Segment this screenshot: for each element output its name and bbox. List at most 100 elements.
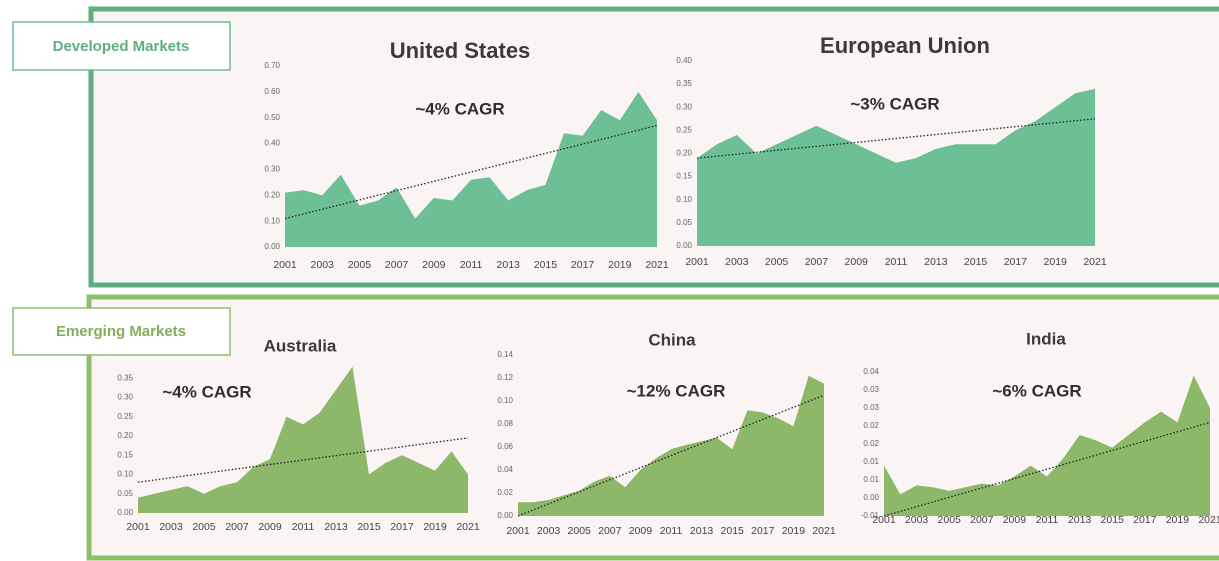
x-tick-label: 2021 bbox=[1083, 256, 1107, 268]
x-tick-label: 2015 bbox=[357, 521, 381, 533]
y-tick-label: 0.15 bbox=[676, 172, 692, 181]
area bbox=[518, 375, 824, 516]
x-tick-label: 2009 bbox=[258, 521, 282, 533]
y-tick-label: 0.10 bbox=[264, 216, 280, 225]
y-tick-label: 0.70 bbox=[264, 61, 280, 70]
y-tick-label: 0.00 bbox=[497, 511, 513, 520]
y-tick-label: 0.05 bbox=[117, 489, 133, 498]
y-tick-label: 0.20 bbox=[676, 149, 692, 158]
y-tick-label: 0.04 bbox=[497, 465, 513, 474]
y-tick-label: 0.25 bbox=[676, 125, 692, 134]
area bbox=[697, 88, 1095, 246]
area bbox=[138, 366, 468, 513]
x-tick-label: 2013 bbox=[1068, 514, 1092, 526]
section-label: Developed Markets bbox=[53, 38, 190, 55]
x-tick-label: 2013 bbox=[690, 525, 714, 537]
x-tick-label: 2021 bbox=[812, 525, 836, 537]
y-tick-label: 0.00 bbox=[264, 242, 280, 251]
y-tick-label: 0.35 bbox=[676, 79, 692, 88]
section-label-box bbox=[12, 307, 231, 356]
y-tick-label: 0.02 bbox=[863, 421, 879, 430]
chart-title: India bbox=[1026, 329, 1066, 348]
x-tick-label: 2011 bbox=[460, 259, 483, 271]
x-tick-label: 2003 bbox=[725, 256, 749, 268]
y-tick-label: 0.20 bbox=[264, 190, 280, 199]
y-tick-label: 0.40 bbox=[264, 139, 280, 148]
x-tick-label: 2019 bbox=[1044, 256, 1068, 268]
trend-line bbox=[284, 124, 658, 220]
y-tick-label: 0.06 bbox=[497, 442, 513, 451]
x-tick-label: 2017 bbox=[571, 259, 595, 271]
x-tick-label: 2005 bbox=[938, 514, 962, 526]
x-tick-label: 2017 bbox=[751, 525, 775, 537]
x-tick-label: 2021 bbox=[645, 259, 669, 271]
annotation: ~6% CAGR bbox=[992, 381, 1081, 400]
x-tick-label: 2005 bbox=[192, 521, 216, 533]
x-tick-label: 2019 bbox=[608, 259, 632, 271]
x-tick-label: 2009 bbox=[422, 259, 446, 271]
x-tick-label: 2005 bbox=[568, 525, 592, 537]
y-tick-label: 0.02 bbox=[863, 439, 879, 448]
x-tick-label: 2017 bbox=[1133, 514, 1157, 526]
y-tick-label: 0.02 bbox=[497, 488, 513, 497]
x-tick-label: 2007 bbox=[970, 514, 994, 526]
annotation: ~4% CAGR bbox=[415, 99, 504, 118]
y-tick-label: 0.20 bbox=[117, 431, 133, 440]
y-tick-label: 0.12 bbox=[497, 373, 513, 382]
y-tick-label: 0.00 bbox=[117, 508, 133, 517]
x-tick-label: 2021 bbox=[456, 521, 480, 533]
x-tick-label: 2015 bbox=[534, 259, 558, 271]
y-tick-label: 0.03 bbox=[863, 385, 879, 394]
x-tick-label: 2013 bbox=[324, 521, 348, 533]
x-tick-label: 2015 bbox=[964, 256, 988, 268]
x-tick-label: 2011 bbox=[660, 525, 683, 537]
y-tick-label: 0.05 bbox=[676, 218, 692, 227]
y-tick-label: 0.00 bbox=[676, 241, 692, 250]
x-tick-label: 2009 bbox=[845, 256, 869, 268]
trend-line bbox=[883, 421, 1211, 517]
chart-title: China bbox=[648, 330, 696, 349]
y-tick-label: -0.01 bbox=[861, 511, 880, 520]
chart-title: United States bbox=[390, 38, 531, 63]
x-tick-label: 2003 bbox=[537, 525, 561, 537]
chart-title: Australia bbox=[264, 336, 337, 355]
y-tick-label: 0.04 bbox=[863, 367, 879, 376]
annotation: ~3% CAGR bbox=[850, 94, 939, 113]
x-tick-label: 2015 bbox=[721, 525, 745, 537]
x-tick-label: 2013 bbox=[924, 256, 948, 268]
x-tick-label: 2017 bbox=[1004, 256, 1028, 268]
y-tick-label: 0.10 bbox=[676, 195, 692, 204]
y-tick-label: 0.40 bbox=[676, 56, 692, 65]
x-tick-label: 2001 bbox=[872, 514, 896, 526]
x-tick-label: 2019 bbox=[782, 525, 806, 537]
x-tick-label: 2005 bbox=[765, 256, 789, 268]
y-tick-label: 0.10 bbox=[117, 470, 133, 479]
x-tick-label: 2009 bbox=[1003, 514, 1027, 526]
x-tick-label: 2001 bbox=[506, 525, 530, 537]
y-tick-label: 0.15 bbox=[117, 450, 133, 459]
y-tick-label: 0.08 bbox=[497, 419, 513, 428]
x-tick-label: 2005 bbox=[348, 259, 372, 271]
x-tick-label: 2007 bbox=[598, 525, 622, 537]
area bbox=[884, 375, 1210, 516]
x-tick-label: 2015 bbox=[1101, 514, 1125, 526]
x-tick-label: 2021 bbox=[1198, 514, 1219, 526]
x-tick-label: 2001 bbox=[126, 521, 150, 533]
y-tick-label: 0.30 bbox=[117, 393, 133, 402]
y-tick-label: 0.14 bbox=[497, 350, 513, 359]
y-tick-label: 0.50 bbox=[264, 113, 280, 122]
y-tick-label: 0.60 bbox=[264, 87, 280, 96]
x-tick-label: 2001 bbox=[273, 259, 297, 271]
trend-line bbox=[696, 118, 1096, 159]
x-tick-label: 2011 bbox=[292, 521, 315, 533]
x-tick-label: 2003 bbox=[905, 514, 929, 526]
x-tick-label: 2009 bbox=[629, 525, 653, 537]
chart-title: European Union bbox=[820, 33, 990, 58]
x-tick-label: 2007 bbox=[805, 256, 829, 268]
annotation: ~12% CAGR bbox=[627, 381, 726, 400]
y-tick-label: 0.01 bbox=[863, 475, 879, 484]
x-tick-label: 2007 bbox=[385, 259, 409, 271]
x-tick-label: 2013 bbox=[497, 259, 521, 271]
x-tick-label: 2007 bbox=[225, 521, 249, 533]
